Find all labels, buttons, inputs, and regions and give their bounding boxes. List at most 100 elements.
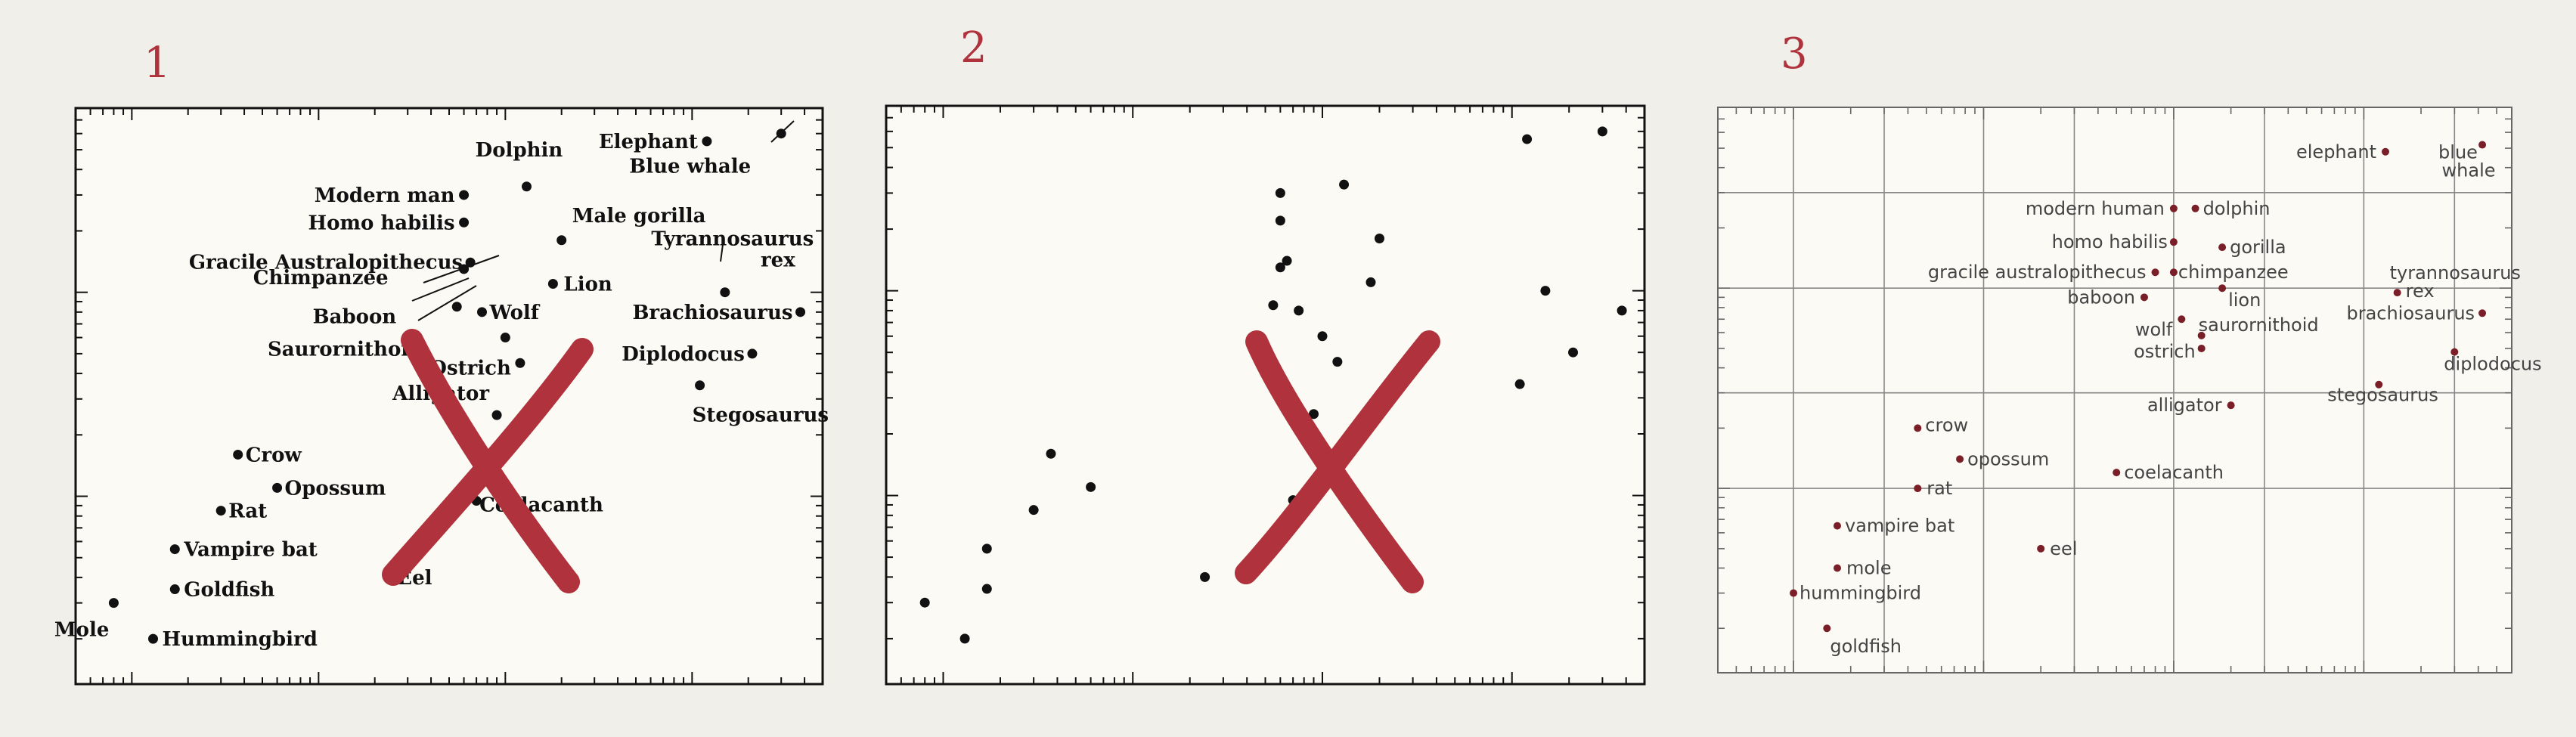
point-label-diplodocus: diplodocus [2444, 354, 2541, 375]
point-label-gracile-australopithecus: Gracile Australopithecus [189, 251, 463, 274]
data-point-ostrich [2197, 344, 2206, 352]
data-point-blue-whale [2478, 141, 2487, 149]
data-point-saurornithoid [2197, 331, 2206, 339]
plot-3-marks: hummingbird goldfish mole vampire bat rat cro… [1790, 141, 2542, 657]
point-label-wolf: Wolf [488, 302, 540, 324]
plot-2-background [886, 106, 1644, 684]
data-point [981, 543, 992, 554]
point-label-male-gorilla: Male gorilla [572, 205, 706, 228]
data-point [1514, 379, 1525, 389]
data-point-diplodocus [747, 348, 758, 359]
data-point-rat [1914, 485, 1922, 493]
data-point [1332, 357, 1343, 367]
data-point-lion [547, 279, 558, 290]
point-label-elephant: elephant [2296, 141, 2376, 163]
data-point-hummingbird [147, 633, 158, 644]
data-point-tyrannosaurus-rex [720, 287, 730, 298]
data-point-baboon [451, 302, 462, 312]
data-point-gracile-australopithecus [465, 257, 476, 268]
data-point-chimpanzee [2169, 268, 2178, 277]
data-point [1282, 255, 1292, 266]
point-label-saurornithoid: Saurornithoid [268, 339, 422, 361]
data-point-goldfish [1823, 624, 1831, 633]
data-point [1540, 286, 1551, 296]
data-point-homo-habilis [2169, 238, 2178, 246]
data-point [1617, 305, 1627, 316]
point-label-modern-man: Modern man [315, 184, 455, 207]
point-label-rat: Rat [228, 500, 267, 523]
plot-1-frame [74, 107, 824, 686]
plot-2-frame [885, 104, 1646, 686]
data-point [1275, 187, 1285, 198]
data-point-vampire-bat [1833, 522, 1841, 530]
data-point-goldfish [169, 584, 180, 595]
data-point-crow [1914, 424, 1922, 432]
point-label-blue-whale: blue whale [2438, 142, 2495, 181]
plot-2-red-x [1235, 330, 1440, 593]
point-label-blue-whale: Blue whale [629, 156, 751, 178]
data-point-ostrich [515, 358, 525, 368]
data-point [1086, 482, 1096, 492]
data-point [1275, 215, 1285, 226]
data-point-wolf [476, 307, 487, 317]
plot-3-grid [1718, 107, 2512, 673]
data-point [1522, 134, 1533, 144]
point-label-diplodocus: Diplodocus [622, 343, 745, 366]
data-point-hummingbird [1790, 589, 1798, 597]
point-label-baboon: baboon [2067, 286, 2135, 308]
point-label-homo-habilis: Homo habilis [308, 212, 455, 234]
data-point-diplodocus [2450, 348, 2459, 356]
leader-tyrannosaurus [720, 238, 724, 262]
data-point-opossum [1956, 455, 1964, 463]
data-point [1309, 409, 1319, 420]
data-point [1597, 126, 1607, 137]
data-point-coelacanth [2113, 469, 2121, 477]
point-label-vampire-bat: vampire bat [1845, 516, 1954, 537]
data-point-dolphin [521, 181, 532, 192]
data-point [1294, 305, 1304, 316]
point-label-mole: Mole [54, 619, 110, 642]
data-point-opossum [272, 482, 283, 493]
data-point [1046, 448, 1056, 459]
point-label-tyrannosaurus-rex: Tyrannosaurus rex [651, 228, 814, 272]
point-label-lion: Lion [563, 274, 612, 296]
point-label-crow: Crow [246, 444, 302, 466]
data-point [1365, 277, 1376, 287]
data-point-lion [2218, 284, 2227, 293]
point-label-goldfish: goldfish [1830, 636, 1902, 657]
data-point-gorilla [2218, 243, 2227, 252]
data-point [1200, 571, 1211, 582]
data-point-brachiosaurus [795, 307, 806, 317]
data-point-wolf [2178, 315, 2186, 324]
point-label-elephant: Elephant [599, 131, 698, 153]
point-label-lion: lion [2228, 290, 2261, 311]
data-point [1268, 300, 1279, 311]
data-point [1339, 179, 1350, 190]
data-point [1317, 331, 1328, 342]
data-point-stegosaurus [695, 380, 705, 391]
data-point-rat [215, 506, 226, 516]
data-point-modern-human [2169, 204, 2178, 212]
point-label-wolf: wolf [2135, 319, 2173, 340]
point-label-vampire-bat: Vampire bat [183, 539, 318, 562]
data-point-saurornithoid [500, 333, 510, 343]
data-point-blue-whale [776, 129, 786, 139]
plot-3-ticks [1717, 107, 2512, 673]
point-label-opossum: Opossum [285, 477, 386, 500]
point-label-eel: eel [2050, 538, 2077, 559]
panel-number-3: 3 [1781, 29, 1808, 79]
data-point [919, 597, 930, 608]
plot-3-background [1718, 107, 2512, 673]
leader-saurornithoid [417, 285, 477, 321]
point-label-hummingbird: Hummingbird [162, 628, 317, 651]
plot-1-red-x [382, 329, 594, 593]
data-point-mole [108, 598, 119, 608]
point-label-opossum: opossum [1967, 448, 2049, 469]
point-label-brachiosaurus: Brachiosaurus [632, 302, 792, 324]
point-label-crow: crow [1925, 414, 1968, 435]
red-x-stroke-b [1235, 330, 1440, 584]
plot-1-marks: Mole Hummingbird Goldfish Vampire bat Rat Cro… [54, 129, 829, 651]
data-point-homo-habilis [459, 217, 470, 228]
data-point-alligator [491, 410, 502, 420]
